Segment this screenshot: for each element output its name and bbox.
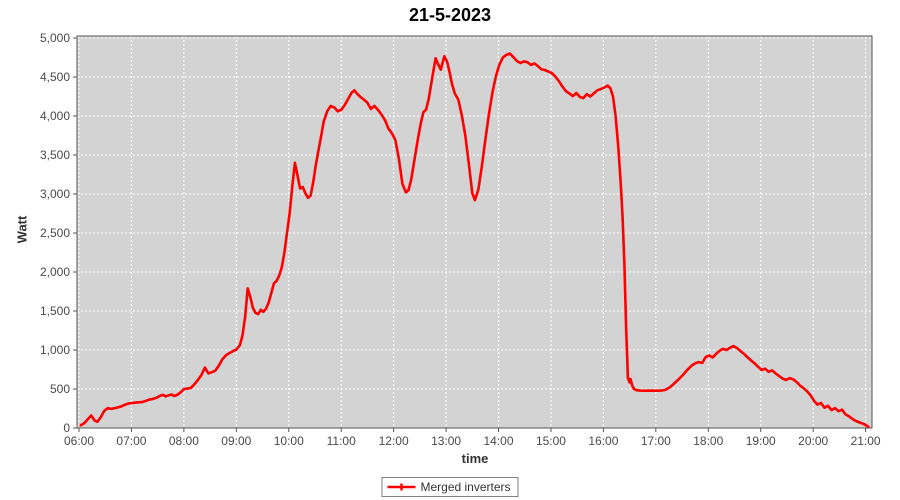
y-tick-label: 3,000 <box>40 187 70 201</box>
legend-line-icon <box>387 483 416 491</box>
y-tick-label: 3,500 <box>40 148 70 162</box>
x-tick-label: 08:00 <box>169 434 199 448</box>
y-tick-label: 4,000 <box>40 109 70 123</box>
chart-title: 21-5-2023 <box>408 5 492 25</box>
plot-area <box>77 36 872 428</box>
x-tick-label: 10:00 <box>274 434 304 448</box>
x-tick-label: 15:00 <box>536 434 566 448</box>
x-tick-label: 11:00 <box>327 434 356 448</box>
series-line-merged-inverters <box>79 52 870 429</box>
y-tick-label: 2,000 <box>40 265 70 279</box>
legend-series-label: Merged inverters <box>420 480 511 494</box>
legend-box: Merged inverters <box>381 477 519 497</box>
x-tick-label: 20:00 <box>798 434 828 448</box>
y-tick-label: 500 <box>50 382 70 396</box>
x-tick-label: 17:00 <box>641 434 671 448</box>
x-tick-label: 13:00 <box>431 434 461 448</box>
x-tick-label: 18:00 <box>693 434 723 448</box>
x-tick-label: 09:00 <box>221 434 251 448</box>
x-tick-label: 21:00 <box>851 434 881 448</box>
y-tick-label: 1,000 <box>40 343 70 357</box>
y-axis-label: Watt <box>14 215 30 244</box>
x-tick-label: 19:00 <box>746 434 776 448</box>
y-tick-label: 2,500 <box>40 226 70 240</box>
y-tick-label: 5,000 <box>40 31 70 45</box>
y-tick-label: 4,500 <box>40 70 70 84</box>
x-axis-label: time <box>461 451 489 466</box>
x-tick-label: 06:00 <box>64 434 94 448</box>
x-tick-label: 07:00 <box>116 434 146 448</box>
plot-border <box>76 35 873 429</box>
x-tick-label: 12:00 <box>379 434 409 448</box>
x-tick-label: 14:00 <box>484 434 514 448</box>
x-tick-label: 16:00 <box>588 434 618 448</box>
y-tick-label: 1,500 <box>40 304 70 318</box>
y-tick-label: 0 <box>63 421 70 435</box>
